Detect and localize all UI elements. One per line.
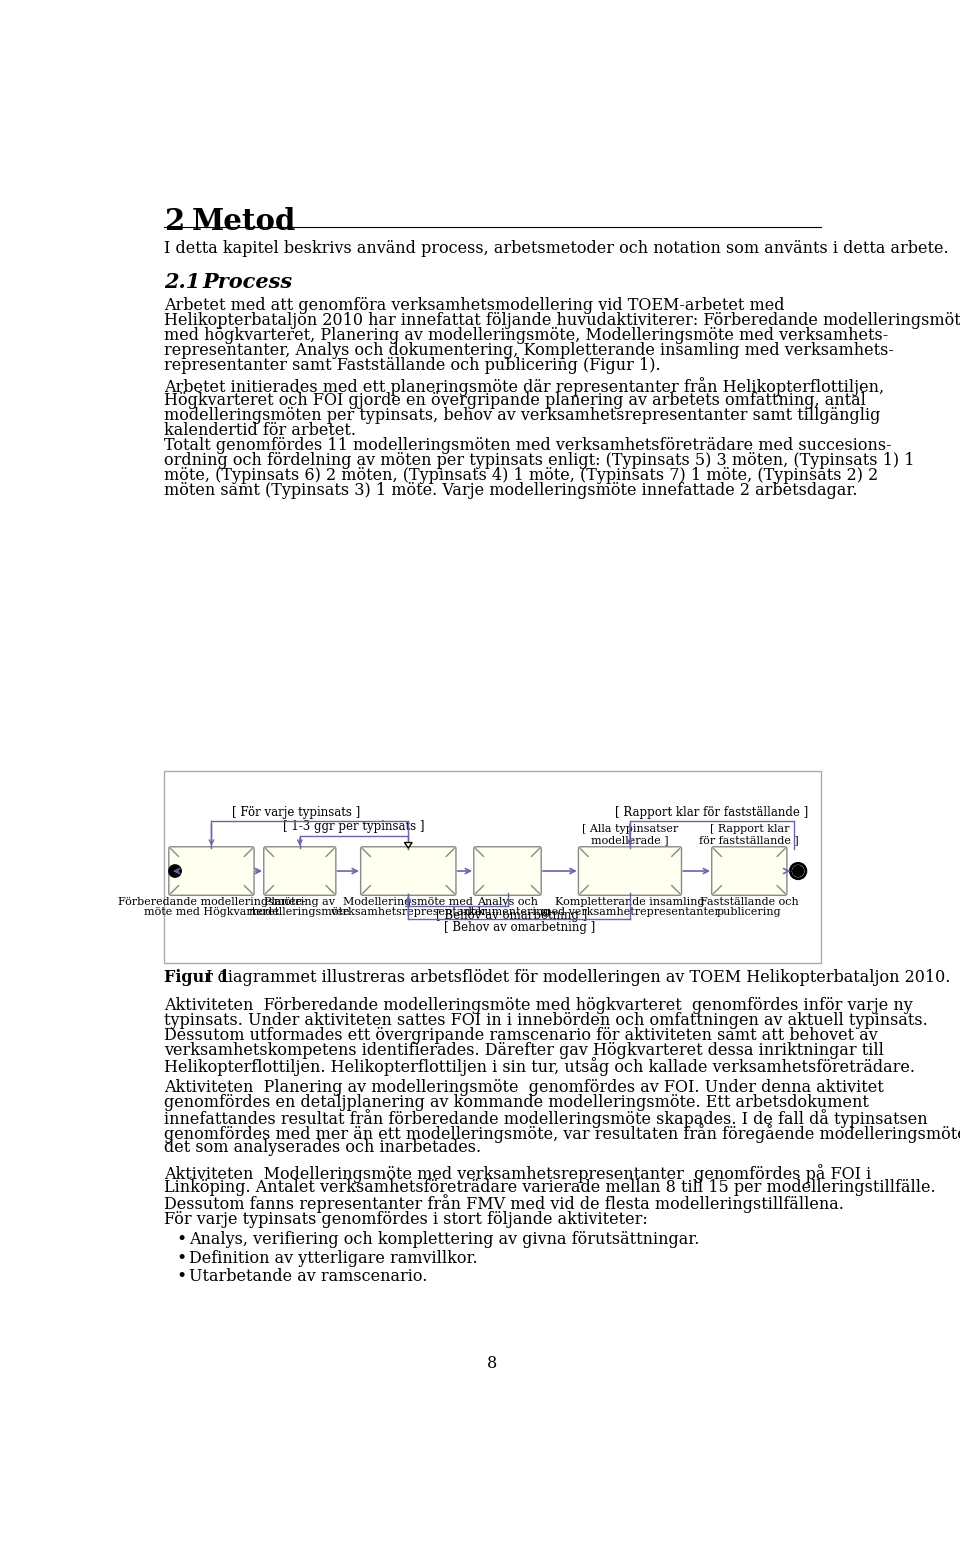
Text: Modelleringsmöte med: Modelleringsmöte med (344, 898, 473, 907)
FancyBboxPatch shape (264, 846, 336, 895)
Text: 2.1: 2.1 (164, 273, 201, 291)
Text: med högkvarteret, Planering av modelleringsmöte, Modelleringsmöte med verksamhet: med högkvarteret, Planering av modelleri… (164, 326, 888, 343)
Text: [ Behov av omarbetning ]: [ Behov av omarbetning ] (436, 909, 587, 921)
Text: modelleringsmöte: modelleringsmöte (249, 907, 350, 917)
Text: Helikopterbataljon 2010 har innefattat följande huvudaktiviterer: Förberedande m: Helikopterbataljon 2010 har innefattat f… (164, 312, 960, 329)
Text: Helikopterflottiljen. Helikopterflottiljen i sin tur, utsåg och kallade verksamh: Helikopterflottiljen. Helikopterflottilj… (164, 1058, 915, 1077)
Text: Högkvarteret och FOI gjorde en övergripande planering av arbetets omfattning, an: Högkvarteret och FOI gjorde en övergripa… (164, 392, 866, 409)
Text: Aktiviteten  Modelleringsmöte med verksamhetsrepresentanter  genomfördes på FOI : Aktiviteten Modelleringsmöte med verksam… (164, 1164, 872, 1183)
Text: [ Behov av omarbetning ]: [ Behov av omarbetning ] (444, 921, 595, 934)
FancyBboxPatch shape (169, 846, 254, 895)
Text: verksamhetsrepresentanter: verksamhetsrepresentanter (330, 907, 487, 917)
FancyBboxPatch shape (711, 846, 787, 895)
Text: Dessutom utformades ett övergripande ramscenario för aktiviteten samt att behove: Dessutom utformades ett övergripande ram… (164, 1028, 878, 1044)
Text: 2: 2 (164, 207, 184, 235)
FancyBboxPatch shape (474, 846, 541, 895)
Text: typinsats. Under aktiviteten sattes FOI in i innebörden och omfattningen av aktu: typinsats. Under aktiviteten sattes FOI … (164, 1012, 928, 1030)
Text: Planering av: Planering av (264, 898, 335, 907)
Text: det som analyserades och inarbetades.: det som analyserades och inarbetades. (164, 1139, 481, 1156)
Text: Process: Process (203, 273, 293, 291)
Text: 8: 8 (487, 1354, 497, 1371)
Circle shape (793, 865, 804, 876)
Circle shape (169, 865, 181, 878)
Text: Figur 1: Figur 1 (164, 968, 229, 986)
Text: ordning och fördelning av möten per typinsats enligt: (Typinsats 5) 3 möten, (Ty: ordning och fördelning av möten per typi… (164, 451, 915, 469)
Text: [ Rapport klar för fastställande ]: [ Rapport klar för fastställande ] (615, 805, 808, 818)
Text: representanter samt Fastställande och publicering (Figur 1).: representanter samt Fastställande och pu… (164, 357, 660, 373)
Text: Kompletterande insamling: Kompletterande insamling (555, 898, 705, 907)
Bar (164, 771, 822, 964)
Text: Definition av ytterligare ramvillkor.: Definition av ytterligare ramvillkor. (189, 1250, 478, 1266)
Text: kalendertid för arbetet.: kalendertid för arbetet. (164, 422, 356, 439)
Text: innefattandes resultat från förberedande modelleringsmöte skapades. I de fall då: innefattandes resultat från förberedande… (164, 1109, 927, 1128)
Text: modelleringsmöten per typinsats, behov av verksamhetsrepresentanter samt tillgän: modelleringsmöten per typinsats, behov a… (164, 407, 880, 423)
Text: [ Rapport klar
för fastställande ]: [ Rapport klar för fastställande ] (700, 824, 799, 846)
Text: Utarbetande av ramscenario.: Utarbetande av ramscenario. (189, 1268, 427, 1285)
Text: Dessutom fanns representanter från FMV med vid de flesta modelleringstillfällena: Dessutom fanns representanter från FMV m… (164, 1194, 844, 1213)
Text: Förberedande modelleringsmöte-: Förberedande modelleringsmöte- (117, 898, 305, 907)
Text: Analys, verifiering och komplettering av givna förutsättningar.: Analys, verifiering och komplettering av… (189, 1232, 699, 1249)
Text: genomfördes med mer än ett modelleringsmöte, var resultaten från föregående mode: genomfördes med mer än ett modelleringsm… (164, 1124, 960, 1142)
Text: Linköping. Antalet verksamhetsföreträdare varierade mellan 8 till 15 per modelle: Linköping. Antalet verksamhetsföreträdar… (164, 1178, 936, 1196)
Text: Totalt genomfördes 11 modelleringsmöten med verksamhetsföreträdare med succesion: Totalt genomfördes 11 modelleringsmöten … (164, 437, 892, 454)
Text: Aktiviteten  Planering av modelleringsmöte  genomfördes av FOI. Under denna akti: Aktiviteten Planering av modelleringsmöt… (164, 1080, 884, 1095)
Text: verksamhetskompetens identifierades. Därefter gav Högkvarteret dessa inriktninga: verksamhetskompetens identifierades. Där… (164, 1042, 884, 1059)
Text: Fastställande och: Fastställande och (700, 898, 799, 907)
Text: [ Alla typinsatser
modellerade ]: [ Alla typinsatser modellerade ] (582, 824, 678, 846)
Text: För varje typinsats genomfördes i stort följande aktiviteter:: För varje typinsats genomfördes i stort … (164, 1211, 648, 1227)
Text: Arbetet initierades med ett planeringsmöte där representanter från Helikopterflo: Arbetet initierades med ett planeringsmö… (164, 376, 884, 395)
Text: •: • (177, 1268, 187, 1285)
Text: möten samt (Typinsats 3) 1 möte. Varje modelleringsmöte innefattade 2 arbetsdaga: möten samt (Typinsats 3) 1 möte. Varje m… (164, 481, 857, 498)
Text: [ 1-3 ggr per typinsats ]: [ 1-3 ggr per typinsats ] (283, 820, 424, 834)
Text: Arbetet med att genomföra verksamhetsmodellering vid TOEM-arbetet med: Arbetet med att genomföra verksamhetsmod… (164, 296, 784, 313)
FancyBboxPatch shape (579, 846, 682, 895)
FancyBboxPatch shape (361, 846, 456, 895)
Text: Metod: Metod (192, 207, 297, 235)
Text: I diagrammet illustreras arbetsflödet för modelleringen av TOEM Helikopterbatalj: I diagrammet illustreras arbetsflödet fö… (201, 968, 950, 986)
Text: Analys och: Analys och (477, 898, 538, 907)
Text: I detta kapitel beskrivs använd process, arbetsmetoder och notation som använts : I detta kapitel beskrivs använd process,… (164, 240, 948, 257)
Text: genomfördes en detaljplanering av kommande modelleringsmöte. Ett arbetsdokument: genomfördes en detaljplanering av komman… (164, 1094, 869, 1111)
Text: möte, (Typinsats 6) 2 möten, (Typinsats 4) 1 möte, (Typinsats 7) 1 möte, (Typins: möte, (Typinsats 6) 2 möten, (Typinsats … (164, 467, 878, 484)
Text: med verksamhetrepresentanter: med verksamhetrepresentanter (540, 907, 719, 917)
Text: •: • (177, 1250, 187, 1266)
Text: [ För varje typinsats ]: [ För varje typinsats ] (231, 805, 360, 818)
Text: Aktiviteten  Förberedande modelleringsmöte med högkvarteret  genomfördes inför v: Aktiviteten Förberedande modelleringsmöt… (164, 997, 913, 1014)
Text: dokumentering: dokumentering (465, 907, 551, 917)
Text: publicering: publicering (717, 907, 781, 917)
Text: •: • (177, 1232, 187, 1249)
Polygon shape (404, 843, 412, 848)
Text: representanter, Analys och dokumentering, Kompletterande insamling med verksamhe: representanter, Analys och dokumentering… (164, 342, 894, 359)
Text: möte med Högkvarteret: möte med Högkvarteret (144, 907, 279, 917)
